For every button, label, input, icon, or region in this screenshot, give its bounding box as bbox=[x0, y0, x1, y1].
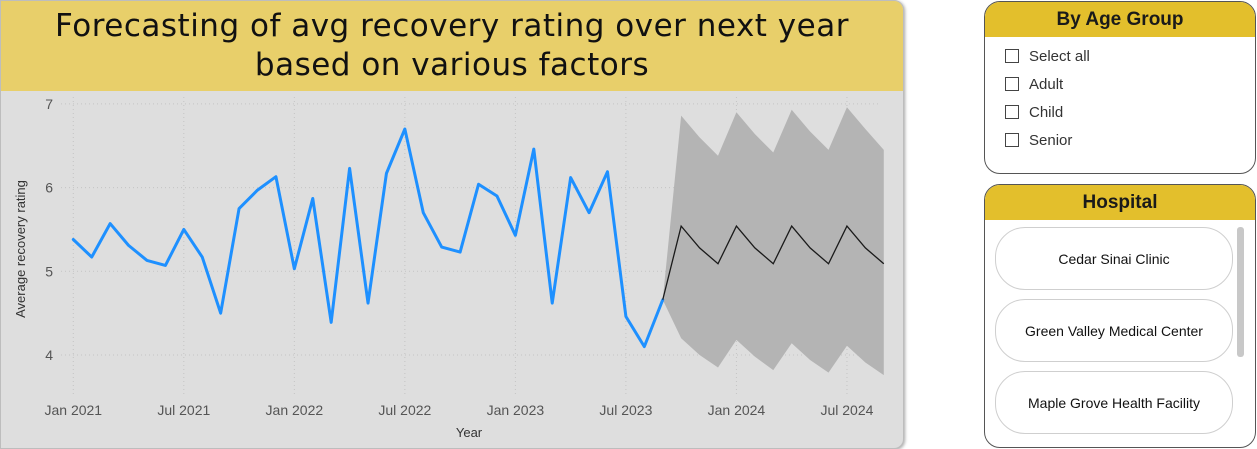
history-series-line bbox=[71, 127, 665, 349]
hospital-slicer: Hospital Cedar Sinai Clinic Green Valley… bbox=[984, 184, 1256, 448]
checkbox-icon[interactable] bbox=[1005, 133, 1019, 147]
hospital-option-green-valley[interactable]: Green Valley Medical Center bbox=[995, 299, 1233, 362]
hospital-scrollbar-thumb[interactable] bbox=[1237, 227, 1244, 357]
hospital-slicer-header: Hospital bbox=[985, 185, 1255, 220]
x-tick-label: Jul 2021 bbox=[157, 402, 210, 418]
age-group-slicer-header: By Age Group bbox=[985, 2, 1255, 37]
age-option-label: Child bbox=[1029, 103, 1064, 121]
forecast-chart-panel: Forecasting of avg recovery rating over … bbox=[0, 0, 904, 449]
y-tick-label: 4 bbox=[45, 347, 53, 363]
x-tick-label: Jan 2021 bbox=[44, 402, 102, 418]
age-option-label: Senior bbox=[1029, 131, 1073, 149]
chart-title-bar: Forecasting of avg recovery rating over … bbox=[1, 1, 903, 91]
age-option-label: Adult bbox=[1029, 75, 1064, 93]
age-option-select-all[interactable]: Select all bbox=[985, 42, 1255, 70]
age-option-senior[interactable]: Senior bbox=[985, 126, 1255, 154]
forecast-confidence-band bbox=[662, 107, 884, 376]
hospital-list: Cedar Sinai Clinic Green Valley Medical … bbox=[995, 227, 1233, 443]
chart-title: Forecasting of avg recovery rating over … bbox=[55, 8, 849, 83]
age-option-child[interactable]: Child bbox=[985, 98, 1255, 126]
y-tick-label: 6 bbox=[45, 180, 53, 196]
x-tick-label: Jan 2023 bbox=[487, 402, 545, 418]
age-group-list: Select all Adult Child Senior bbox=[985, 37, 1255, 154]
age-option-label: Select all bbox=[1029, 47, 1090, 65]
x-tick-label: Jan 2022 bbox=[266, 402, 324, 418]
x-tick-label: Jul 2023 bbox=[599, 402, 652, 418]
hospital-option-maple-grove[interactable]: Maple Grove Health Facility bbox=[995, 371, 1233, 434]
hospital-scrollbar[interactable] bbox=[1237, 227, 1244, 443]
checkbox-icon[interactable] bbox=[1005, 77, 1019, 91]
hospital-option-cedar-sinai[interactable]: Cedar Sinai Clinic bbox=[995, 227, 1233, 290]
age-option-adult[interactable]: Adult bbox=[985, 70, 1255, 98]
forecast-line-chart[interactable]: 4 5 6 7 Jan 2021 Jul 2021 Jan 2022 Jul 2022 Jan … bbox=[1, 1, 903, 448]
age-group-slicer: By Age Group Select all Adult Child Seni… bbox=[984, 1, 1256, 174]
x-tick-label: Jan 2024 bbox=[708, 402, 766, 418]
x-tick-label: Jul 2024 bbox=[820, 402, 873, 418]
x-tick-label: Jul 2022 bbox=[378, 402, 431, 418]
y-axis-title: Average recovery rating bbox=[13, 180, 28, 318]
x-axis-title: Year bbox=[456, 425, 483, 440]
checkbox-icon[interactable] bbox=[1005, 49, 1019, 63]
y-tick-label: 5 bbox=[45, 263, 53, 279]
y-tick-label: 7 bbox=[45, 96, 53, 112]
checkbox-icon[interactable] bbox=[1005, 105, 1019, 119]
